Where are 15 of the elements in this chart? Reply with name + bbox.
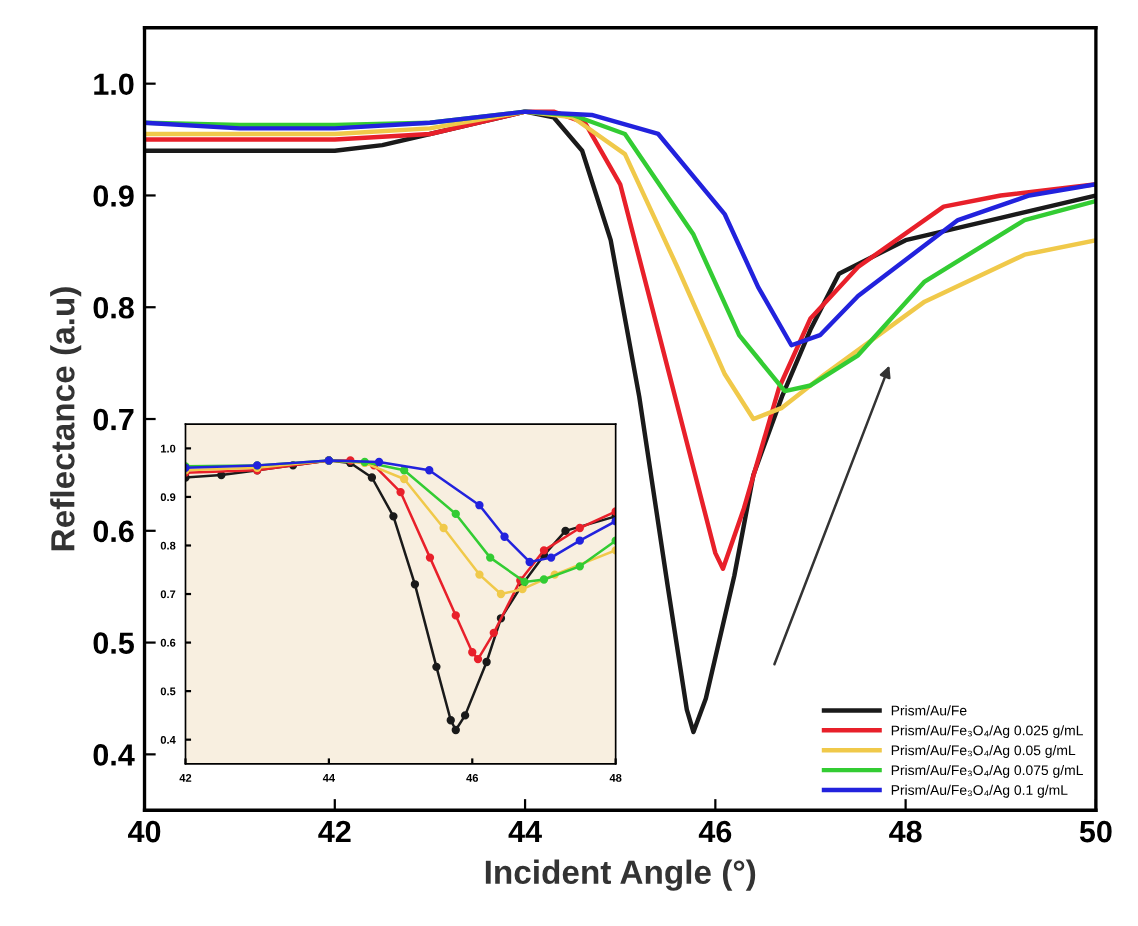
x-tick-label: 46 bbox=[698, 820, 732, 843]
x-tick-label: 40 bbox=[128, 820, 161, 843]
x-tick-label: 44 bbox=[508, 821, 542, 843]
y-tick-label: 0.5 bbox=[93, 632, 134, 654]
y-axis-title: Reflectance (a.u) bbox=[50, 287, 82, 551]
y-tick-label: 1.0 bbox=[94, 73, 134, 96]
x-axis-title: Incident Angle (°) bbox=[485, 859, 756, 891]
y-tick-label: 0.4 bbox=[93, 744, 135, 766]
y-tick-label: 0.6 bbox=[93, 520, 134, 543]
x-tick-label: 48 bbox=[889, 820, 922, 843]
x-tick-label: 42 bbox=[318, 820, 351, 843]
y-tick-label: 0.9 bbox=[93, 185, 134, 207]
y-tick-label: 0.7 bbox=[93, 408, 134, 431]
y-tick-label: 0.8 bbox=[93, 296, 134, 319]
x-tick-label: 50 bbox=[1079, 820, 1112, 843]
